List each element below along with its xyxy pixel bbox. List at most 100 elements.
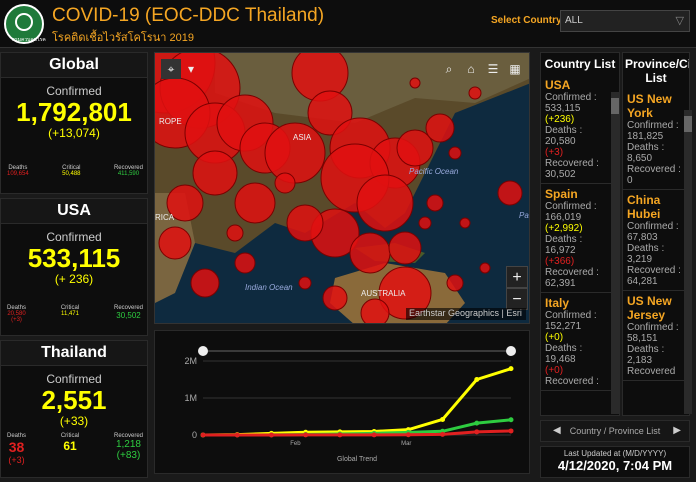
usa-critical-value: 11,471: [61, 311, 79, 317]
case-bubble[interactable]: [286, 204, 324, 242]
country-entry-confirmed-label: Confirmed :: [545, 92, 597, 103]
province-list-item[interactable]: US New York Confirmed :181,825 Deaths :8,6…: [623, 89, 689, 190]
usa-recovered-stat: Recovered 30,502: [114, 305, 143, 323]
case-bubble[interactable]: [274, 172, 296, 194]
country-list-item[interactable]: Spain Confirmed :166,019 (+2,992) Deaths :1…: [541, 184, 619, 293]
province-entry-recovered-label: Recovered: [627, 366, 676, 377]
province-scroll-thumb[interactable]: [684, 116, 692, 132]
chevron-down-icon: ▽: [675, 15, 684, 27]
case-bubble[interactable]: [234, 182, 276, 224]
chevron-down-icon[interactable]: ▾: [187, 62, 195, 76]
usa-deaths-stat: Deaths 20,580 (+3): [7, 305, 26, 323]
case-bubble[interactable]: [426, 194, 444, 212]
country-select[interactable]: ALL ▽: [560, 10, 690, 32]
header: กรมควบคุมโรค COVID-19 (EOC-DDC Thailand)…: [0, 0, 696, 48]
case-bubble[interactable]: [497, 180, 523, 206]
chevron-left-icon[interactable]: ◀: [553, 425, 561, 436]
series-point: [371, 432, 377, 438]
province-list-item[interactable]: China Hubei Confirmed :67,803 Deaths :3,21…: [623, 190, 689, 291]
case-bubble[interactable]: [396, 129, 434, 167]
case-bubble[interactable]: [234, 252, 256, 274]
thailand-recovered-delta: (+83): [116, 450, 141, 461]
series-point: [474, 429, 480, 435]
ddc-logo: กรมควบคุมโรค: [4, 4, 46, 44]
global-recovered-value: 411,590: [117, 171, 140, 177]
country-list-item[interactable]: Italy Confirmed :152,271 (+0) Deaths :19,46…: [541, 293, 619, 391]
time-slider-end-handle: [506, 346, 516, 356]
province-list-title: Province/City List: [625, 57, 690, 85]
province-entry-recovered-label: Recovered :: [627, 164, 681, 175]
home-icon[interactable]: ⌂: [467, 62, 475, 76]
series-point: [337, 432, 343, 438]
series-point: [405, 432, 411, 438]
usa-deaths-value: 20,580: [7, 311, 26, 317]
basemap-toggle-icon[interactable]: ⌖: [161, 59, 181, 79]
qr-basemap-icon[interactable]: ▦: [509, 62, 521, 76]
x-tick-label: Feb: [290, 441, 301, 447]
case-bubble[interactable]: [479, 262, 491, 274]
map-label-asia: ASIA: [293, 133, 312, 142]
thailand-confirmed-delta: (+33): [59, 414, 89, 428]
province-entry-name: China Hubei: [627, 193, 661, 221]
case-bubble[interactable]: [298, 276, 312, 290]
case-bubble[interactable]: [356, 174, 414, 232]
country-entry-confirmed: 152,271: [545, 321, 582, 332]
thailand-confirmed-value: 2,551: [41, 385, 107, 415]
thailand-critical-label: Critical: [60, 433, 80, 439]
y-tick-label: 1M: [184, 393, 197, 403]
case-bubble[interactable]: [322, 285, 348, 311]
legend-list-icon[interactable]: ☰: [487, 62, 499, 76]
case-bubble[interactable]: [360, 298, 390, 324]
country-entry-deaths-label: Deaths :: [545, 234, 583, 245]
case-bubble[interactable]: [409, 77, 421, 89]
map-label-australia: AUSTRALIA: [361, 289, 406, 298]
list-footer-label: Country / Province List: [569, 426, 661, 436]
case-bubble[interactable]: [190, 268, 220, 298]
case-bubble[interactable]: [192, 150, 238, 196]
thailand-panel: Thailand Confirmed 2,551 (+33) Deaths 38…: [0, 340, 148, 478]
y-tick-label: 2M: [184, 356, 197, 366]
case-bubble[interactable]: [468, 86, 482, 100]
series-point: [508, 366, 514, 372]
usa-panel: USA Confirmed 533,115 (+ 236) Deaths 20,…: [0, 198, 148, 336]
search-icon[interactable]: ⌕: [445, 62, 453, 76]
case-bubble[interactable]: [388, 231, 422, 265]
map-label-pa: Pa: [519, 211, 529, 220]
country-list-scrollbar[interactable]: [611, 92, 619, 414]
country-scroll-thumb[interactable]: [611, 98, 619, 114]
usa-confirmed-label: Confirmed: [46, 230, 102, 244]
case-bubble[interactable]: [378, 266, 432, 320]
series-point: [440, 431, 446, 437]
case-bubble[interactable]: [446, 274, 464, 292]
global-panel: Global Confirmed 1,792,801 (+13,074) Dea…: [0, 52, 148, 194]
case-bubble[interactable]: [448, 146, 462, 160]
case-bubble[interactable]: [459, 217, 471, 229]
case-bubble[interactable]: [307, 90, 353, 136]
case-bubble[interactable]: [425, 113, 455, 143]
thailand-critical-stat: Critical 61: [61, 433, 79, 465]
case-bubble[interactable]: [166, 184, 204, 222]
logo-text: กรมควบคุมโรค: [12, 37, 46, 43]
series-line: [202, 429, 512, 437]
case-bubble[interactable]: [158, 226, 192, 260]
thailand-deaths-label: Deaths: [7, 433, 27, 439]
province-list-scrollbar[interactable]: [684, 110, 692, 414]
map-bubbles-layer: [155, 53, 523, 324]
usa-deaths-label: Deaths: [7, 305, 27, 311]
thailand-deaths-delta: (+3): [8, 455, 25, 465]
global-stats-row: Deaths 109,654 Critical 50,488 Recovered…: [1, 165, 149, 177]
province-list-item[interactable]: US New Jersey Confirmed :58,151 Deaths :2,…: [623, 291, 689, 381]
case-bubble[interactable]: [349, 232, 391, 274]
chevron-right-icon[interactable]: ▶: [673, 425, 681, 436]
case-bubble[interactable]: [264, 122, 326, 184]
country-entry-recovered-label: Recovered :: [545, 267, 599, 278]
case-bubble[interactable]: [226, 224, 244, 242]
country-entry-name: Italy: [545, 296, 570, 310]
last-updated-time: 4/12/2020, 7:04 PM: [557, 458, 673, 473]
zoom-out-button[interactable]: −: [506, 288, 528, 310]
zoom-in-button[interactable]: +: [506, 266, 528, 288]
case-bubble[interactable]: [418, 216, 432, 230]
province-entry-deaths-label: Deaths :: [627, 344, 665, 355]
world-map[interactable]: ASIA Pacific Ocean Indian Ocean AUSTRALI…: [154, 52, 530, 324]
country-list-item[interactable]: USA Confirmed :533,115 (+236) Deaths :20,58…: [541, 75, 619, 184]
